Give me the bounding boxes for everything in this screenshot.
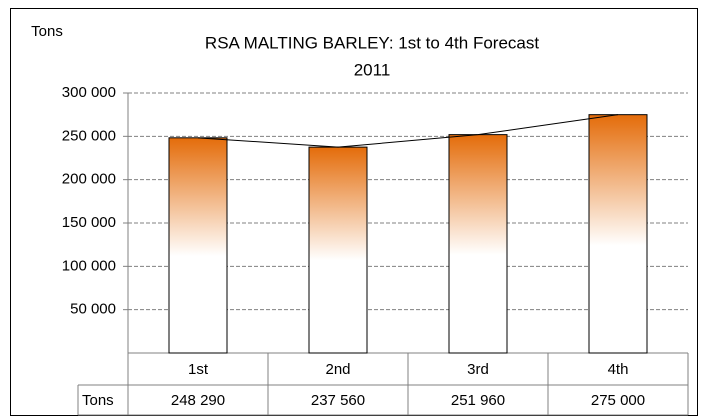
x-tick-label: 3rd xyxy=(467,361,489,378)
bar xyxy=(448,134,508,354)
data-label: 248 290 xyxy=(171,392,225,409)
data-label: 237 560 xyxy=(311,392,365,409)
chart-title: RSA MALTING BARLEY: 1st to 4th Forecast xyxy=(205,33,539,52)
x-tick-label: 1st xyxy=(188,361,209,378)
x-tick-label: 4th xyxy=(608,361,629,378)
y-tick-label: 250 000 xyxy=(62,127,116,144)
data-label: 275 000 xyxy=(591,392,645,409)
y-tick-label: 300 000 xyxy=(62,84,116,101)
y-tick-label: 100 000 xyxy=(62,257,116,274)
bar xyxy=(308,146,368,354)
legend-entry: Tons xyxy=(82,392,114,409)
bar xyxy=(588,114,648,354)
chart-subtitle: 2011 xyxy=(354,60,391,79)
data-label: 251 960 xyxy=(451,392,505,409)
trend-line xyxy=(197,114,619,148)
y-tick-label: 150 000 xyxy=(62,214,116,231)
y-axis-label: Tons xyxy=(31,23,63,40)
bar xyxy=(168,137,228,354)
y-tick-label: 50 000 xyxy=(70,301,116,318)
y-tick-label: 200 000 xyxy=(62,171,116,188)
x-tick-label: 2nd xyxy=(325,361,350,378)
